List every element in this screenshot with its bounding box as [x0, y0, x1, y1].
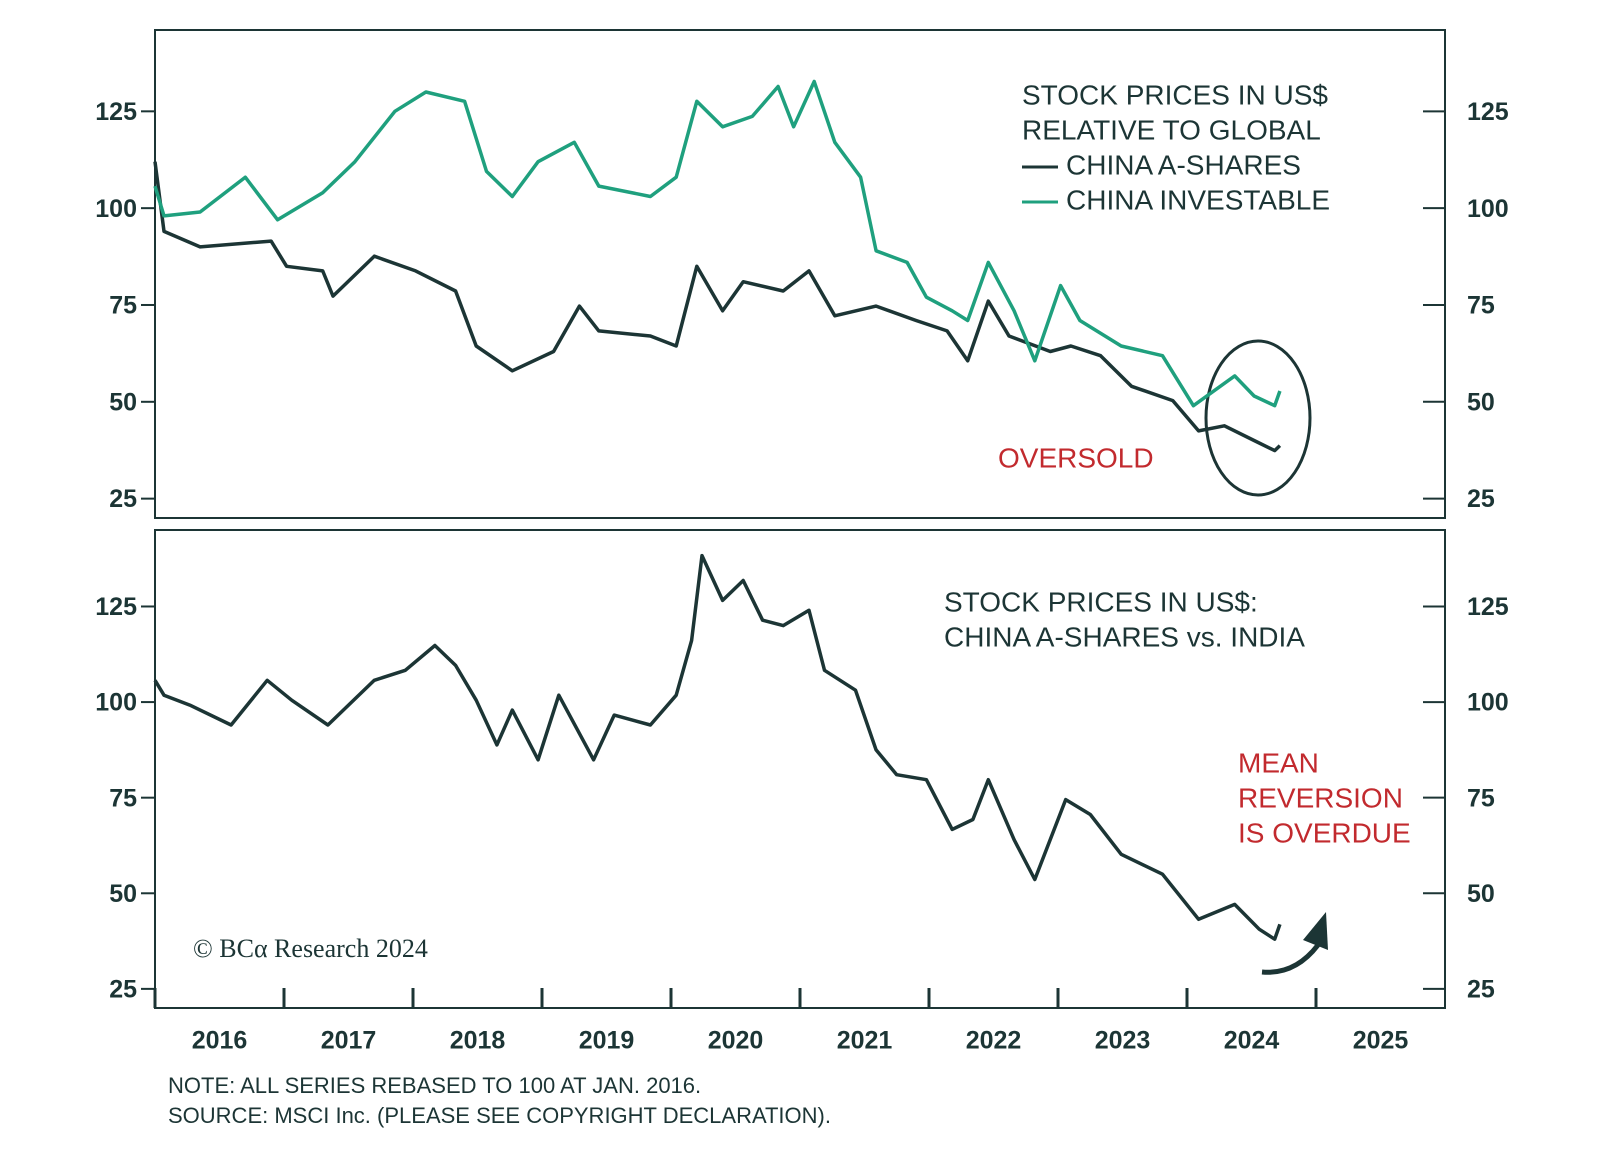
- x-tick-label: 2017: [321, 1027, 377, 1055]
- x-tick-label: 2022: [966, 1027, 1022, 1055]
- y-tick-label: 50: [109, 880, 137, 908]
- x-tick-label: 2021: [837, 1027, 893, 1055]
- x-tick-label: 2018: [450, 1027, 506, 1055]
- y-tick-label: 25: [109, 485, 137, 513]
- data-line: [153, 553, 1282, 941]
- y-tick-label: 25: [1467, 975, 1495, 1003]
- y-tick-label: 75: [109, 292, 137, 320]
- x-tick-label: 2016: [192, 1027, 248, 1055]
- x-tick-label: 2020: [708, 1027, 764, 1055]
- y-tick-label: 125: [1467, 98, 1509, 126]
- arrow-head: [1303, 912, 1328, 950]
- chart-title: STOCK PRICES IN US$: [1022, 79, 1328, 110]
- y-tick-label: 100: [95, 195, 137, 223]
- arrow: [1261, 943, 1320, 975]
- x-tick-label: 2019: [579, 1027, 635, 1055]
- data-line: [153, 161, 1282, 453]
- legend-label: CHINA A-SHARES: [1066, 149, 1301, 180]
- y-tick-label: 100: [95, 689, 137, 717]
- footnote: NOTE: ALL SERIES REBASED TO 100 AT JAN. …: [168, 1073, 701, 1098]
- y-tick-label: 75: [1467, 292, 1495, 320]
- legend-label: CHINA INVESTABLE: [1066, 184, 1330, 215]
- x-tick-label: 2023: [1095, 1027, 1151, 1055]
- annotation: IS OVERDUE: [1238, 817, 1411, 848]
- annotation: OVERSOLD: [998, 442, 1154, 473]
- panel-frame: [154, 29, 1446, 519]
- x-tick-label: 2025: [1353, 1027, 1409, 1055]
- chart-title: CHINA A-SHARES vs. INDIA: [944, 621, 1305, 652]
- y-tick-label: 75: [109, 784, 137, 812]
- highlight-circle: [1204, 339, 1312, 497]
- y-tick-label: 125: [1467, 593, 1509, 621]
- y-tick-label: 125: [95, 593, 137, 621]
- footnote: SOURCE: MSCI Inc. (PLEASE SEE COPYRIGHT …: [168, 1103, 831, 1128]
- data-line: [153, 79, 1282, 408]
- y-tick-label: 50: [109, 388, 137, 416]
- y-tick-label: 75: [1467, 784, 1495, 812]
- chart-title: RELATIVE TO GLOBAL: [1022, 114, 1321, 145]
- y-tick-label: 100: [1467, 195, 1509, 223]
- y-tick-label: 25: [1467, 485, 1495, 513]
- credit: © BCα Research 2024: [193, 934, 428, 963]
- y-tick-label: 50: [1467, 880, 1495, 908]
- y-tick-label: 50: [1467, 388, 1495, 416]
- annotation: MEAN: [1238, 747, 1319, 778]
- y-tick-label: 100: [1467, 689, 1509, 717]
- annotation: REVERSION: [1238, 782, 1403, 813]
- y-tick-label: 125: [95, 98, 137, 126]
- x-tick-label: 2024: [1224, 1027, 1280, 1055]
- chart-title: STOCK PRICES IN US$:: [944, 586, 1258, 617]
- y-tick-label: 25: [109, 975, 137, 1003]
